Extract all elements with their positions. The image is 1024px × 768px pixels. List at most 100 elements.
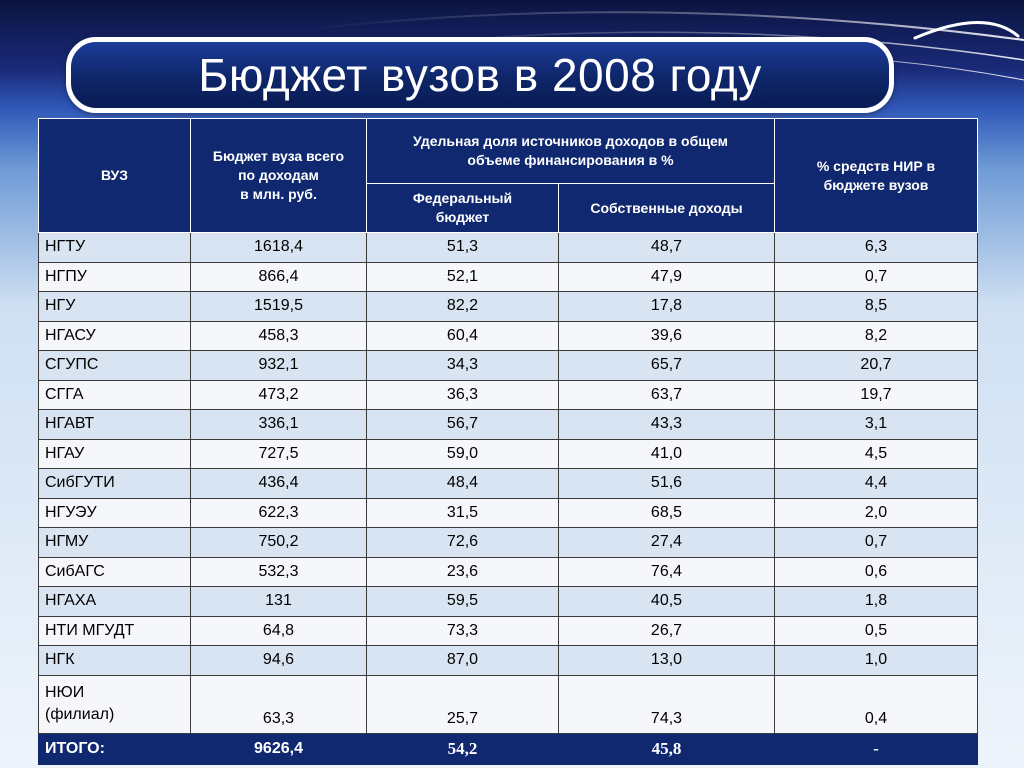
cell-university: НГАВТ	[38, 409, 191, 440]
total-budget: 9626,4	[190, 732, 367, 765]
cell-budget: 131	[190, 586, 367, 617]
header-research: % средств НИР в бюджете вузов	[774, 118, 978, 233]
title-banner: Бюджет вузов в 2008 году	[66, 37, 894, 113]
cell-budget: 63,3	[190, 674, 367, 734]
cell-research: 20,7	[774, 350, 978, 381]
cell-budget: 532,3	[190, 556, 367, 587]
cell-budget: 932,1	[190, 350, 367, 381]
cell-university-line2: (филиал)	[45, 706, 115, 723]
cell-university: НГТУ	[38, 232, 191, 263]
table-total-row: ИТОГО: 9626,4 54,2 45,8 -	[38, 732, 978, 765]
cell-own: 17,8	[558, 291, 775, 322]
table-row: СГУПС 932,1 34,3 65,7 20,7	[38, 350, 978, 381]
cell-budget: 94,6	[190, 645, 367, 676]
cell-research: 0,5	[774, 615, 978, 646]
cell-federal: 72,6	[366, 527, 559, 558]
cell-own: 26,7	[558, 615, 775, 646]
header-budget-line2: по доходам	[238, 167, 319, 183]
table-row: НГМУ 750,2 72,6 27,4 0,7	[38, 527, 978, 558]
slide-title: Бюджет вузов в 2008 году	[198, 49, 762, 101]
table-row: НГАУ 727,5 59,0 41,0 4,5	[38, 438, 978, 469]
table-row: СибГУТИ 436,4 48,4 51,6 4,4	[38, 468, 978, 499]
cell-budget: 473,2	[190, 379, 367, 410]
cell-research: 8,2	[774, 320, 978, 351]
cell-university: НГМУ	[38, 527, 191, 558]
cell-research: 6,3	[774, 232, 978, 263]
cell-budget: 1519,5	[190, 291, 367, 322]
cell-budget: 458,3	[190, 320, 367, 351]
cell-federal: 56,7	[366, 409, 559, 440]
header-federal-line1: Федеральный	[412, 190, 513, 206]
table-row: СибАГС 532,3 23,6 76,4 0,6	[38, 556, 978, 587]
cell-own: 40,5	[558, 586, 775, 617]
cell-own: 68,5	[558, 497, 775, 528]
header-university: ВУЗ	[38, 118, 191, 233]
cell-federal: 52,1	[366, 261, 559, 292]
cell-own: 65,7	[558, 350, 775, 381]
table-row: НГАХА 131 59,5 40,5 1,8	[38, 586, 978, 617]
cell-budget: 336,1	[190, 409, 367, 440]
cell-university-line1: НЮИ	[45, 684, 85, 701]
cell-university: НГК	[38, 645, 191, 676]
table-row: НГАВТ 336,1 56,7 43,3 3,1	[38, 409, 978, 440]
header-research-line1: % средств НИР в	[816, 157, 936, 174]
header-own-income: Собственные доходы	[558, 183, 775, 233]
cell-own: 63,7	[558, 379, 775, 410]
cell-federal: 87,0	[366, 645, 559, 676]
cell-research: 0,6	[774, 556, 978, 587]
cell-university: СибГУТИ	[38, 468, 191, 499]
cell-federal: 36,3	[366, 379, 559, 410]
cell-own: 74,3	[558, 674, 775, 734]
total-research: -	[774, 732, 978, 765]
header-share-line2: объеме финансирования в %	[467, 152, 674, 168]
cell-research: 0,4	[774, 674, 978, 734]
header-budget-line3: в млн. руб.	[240, 186, 317, 202]
cell-budget: 866,4	[190, 261, 367, 292]
cell-budget: 64,8	[190, 615, 367, 646]
cell-university: НЮИ (филиал)	[38, 674, 191, 734]
cell-own: 13,0	[558, 645, 775, 676]
cell-budget: 750,2	[190, 527, 367, 558]
cell-university: СибАГС	[38, 556, 191, 587]
table-body: НГТУ 1618,4 51,3 48,7 6,3 НГПУ 866,4 52,1 47,9 0,…	[38, 232, 978, 765]
cell-own: 76,4	[558, 556, 775, 587]
cell-research: 0,7	[774, 527, 978, 558]
table-row: НЮИ (филиал) 63,3 25,7 74,3 0,4	[38, 674, 978, 734]
cell-research: 3,1	[774, 409, 978, 440]
cell-budget: 727,5	[190, 438, 367, 469]
cell-own: 51,6	[558, 468, 775, 499]
cell-federal: 23,6	[366, 556, 559, 587]
cell-research: 2,0	[774, 497, 978, 528]
cell-own: 41,0	[558, 438, 775, 469]
cell-own: 47,9	[558, 261, 775, 292]
budget-table-container: ВУЗ Бюджет вуза всего по доходам в млн. …	[38, 118, 978, 765]
header-share-line1: Удельная доля источников доходов в общем	[413, 133, 728, 149]
cell-federal: 59,0	[366, 438, 559, 469]
header-federal: Федеральный бюджет	[366, 183, 559, 233]
table-row: НГТУ 1618,4 51,3 48,7 6,3	[38, 232, 978, 263]
cell-research: 1,0	[774, 645, 978, 676]
cell-budget: 622,3	[190, 497, 367, 528]
cell-federal: 51,3	[366, 232, 559, 263]
cell-federal: 82,2	[366, 291, 559, 322]
header-research-line2: бюджете вузов	[823, 176, 929, 193]
cell-research: 4,5	[774, 438, 978, 469]
cell-federal: 31,5	[366, 497, 559, 528]
table-row: НГУЭУ 622,3 31,5 68,5 2,0	[38, 497, 978, 528]
cell-research: 8,5	[774, 291, 978, 322]
table-row: СГГА 473,2 36,3 63,7 19,7	[38, 379, 978, 410]
cell-university: НГУЭУ	[38, 497, 191, 528]
total-federal: 54,2	[366, 732, 559, 765]
cell-university: НГУ	[38, 291, 191, 322]
cell-own: 27,4	[558, 527, 775, 558]
cell-federal: 48,4	[366, 468, 559, 499]
cell-own: 48,7	[558, 232, 775, 263]
cell-university: НГПУ	[38, 261, 191, 292]
cell-university: НГАХА	[38, 586, 191, 617]
total-label: ИТОГО:	[38, 732, 191, 765]
cell-federal: 34,3	[366, 350, 559, 381]
cell-research: 19,7	[774, 379, 978, 410]
cell-research: 4,4	[774, 468, 978, 499]
table-row: НГАСУ 458,3 60,4 39,6 8,2	[38, 320, 978, 351]
cell-budget: 436,4	[190, 468, 367, 499]
